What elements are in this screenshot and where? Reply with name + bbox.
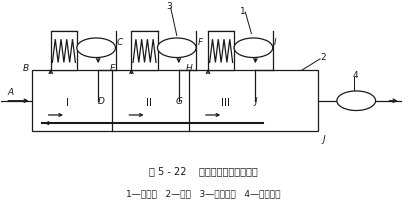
Text: B: B — [23, 64, 29, 73]
Text: H: H — [185, 64, 192, 73]
Text: J: J — [322, 134, 324, 143]
Text: 1—加热器   2—烘房   3—循环风机   4—排气风机: 1—加热器 2—烘房 3—循环风机 4—排气风机 — [126, 188, 279, 197]
Text: E: E — [109, 64, 115, 73]
Circle shape — [233, 39, 272, 58]
Text: D: D — [97, 96, 104, 105]
Text: G: G — [175, 96, 182, 105]
Circle shape — [77, 39, 115, 58]
Bar — [131, 32, 157, 71]
Bar — [207, 32, 234, 71]
Circle shape — [157, 39, 196, 58]
Text: 1: 1 — [239, 7, 245, 15]
Text: I: I — [66, 97, 69, 107]
Text: A: A — [7, 87, 13, 96]
Text: I: I — [273, 38, 275, 47]
Text: II: II — [145, 97, 151, 107]
Text: 4: 4 — [352, 71, 357, 80]
Bar — [51, 32, 77, 71]
Text: J: J — [254, 96, 257, 105]
Text: F: F — [197, 38, 202, 47]
Circle shape — [336, 91, 375, 111]
Text: 3: 3 — [166, 2, 171, 12]
Bar — [32, 71, 317, 132]
Text: 图 5 - 22    多次加热循环的流程图: 图 5 - 22 多次加热循环的流程图 — [148, 165, 257, 175]
Text: 2: 2 — [320, 53, 325, 62]
Text: III: III — [220, 97, 229, 107]
Text: C: C — [116, 38, 123, 47]
